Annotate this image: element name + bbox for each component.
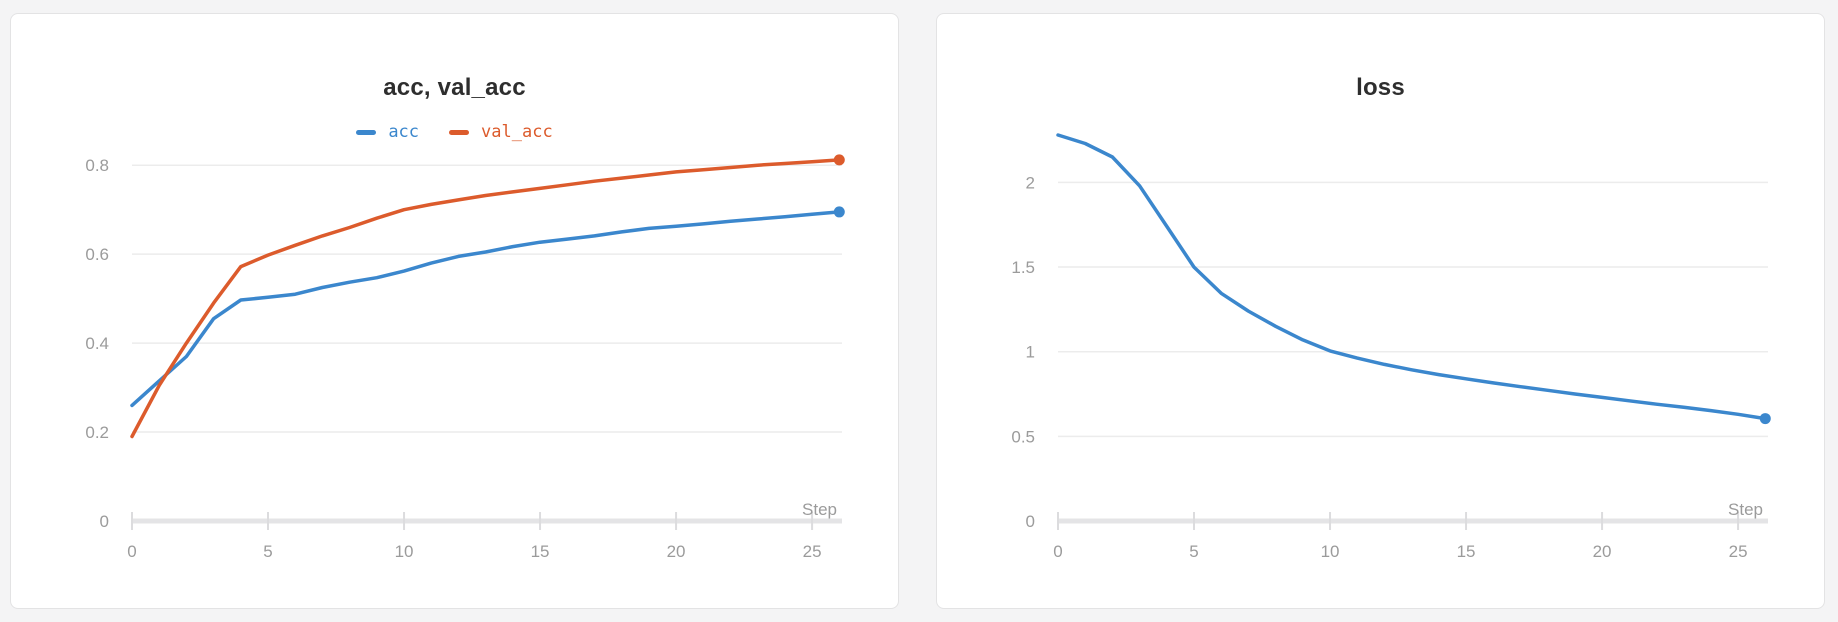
chart-title: loss [1356, 74, 1405, 101]
x-tick-label: 20 [1593, 542, 1612, 561]
chart-legend: acc val_acc [11, 120, 898, 144]
x-tick-label: 10 [1321, 542, 1340, 561]
legend-item-val_acc[interactable]: val_acc [449, 122, 553, 142]
y-tick-label: 2 [1026, 173, 1035, 192]
chart-title: acc, val_acc [383, 74, 526, 101]
x-tick-label: 25 [1729, 542, 1748, 561]
y-tick-label: 0.5 [1011, 427, 1035, 446]
x-tick-label: 15 [531, 542, 550, 561]
y-tick-label: 1.5 [1011, 258, 1035, 277]
y-tick-label: 0.2 [85, 423, 109, 442]
y-tick-label: 0 [100, 512, 109, 531]
legend-item-acc[interactable]: acc [356, 122, 419, 142]
y-tick-label: 1 [1026, 343, 1035, 362]
x-axis-title: Step [802, 500, 837, 519]
x-tick-label: 0 [127, 542, 136, 561]
series-line-val_acc[interactable] [130, 158, 842, 439]
y-tick-label: 0.4 [85, 334, 109, 353]
legend-label: val_acc [481, 122, 553, 142]
end-point-marker-val_acc[interactable] [833, 154, 845, 166]
x-tick-label: 5 [263, 542, 272, 561]
x-tick-label: 20 [667, 542, 686, 561]
legend-label: acc [388, 122, 420, 142]
acc-val-acc-chart-panel[interactable]: acc, val_acc acc val_acc 0 5 10 15 20 25 0 0.2 0.… [10, 13, 899, 609]
x-tick-label: 15 [1457, 542, 1476, 561]
line-chart: 0 5 10 15 20 25 0 0.2 0.4 0.6 0.8 Step [85, 154, 845, 561]
legend-swatch-val_acc [449, 129, 470, 135]
x-tick-label: 10 [395, 542, 414, 561]
x-axis-title: Step [1728, 500, 1763, 519]
y-tick-label: 0.6 [85, 245, 109, 264]
y-tick-label: 0.8 [85, 156, 109, 175]
legend-swatch-acc [356, 129, 377, 135]
x-tick-label: 25 [803, 542, 822, 561]
x-tick-label: 5 [1189, 542, 1198, 561]
series-line-loss[interactable] [1056, 133, 1768, 421]
y-tick-label: 0 [1026, 512, 1035, 531]
end-point-marker-acc[interactable] [833, 206, 845, 218]
series-line-acc[interactable] [130, 210, 842, 408]
line-chart: 0 5 10 15 20 25 0 0.5 1 1.5 2 Step [1011, 133, 1771, 561]
x-tick-label: 0 [1053, 542, 1062, 561]
end-point-marker-loss[interactable] [1759, 413, 1771, 425]
loss-chart-panel[interactable]: loss 0 5 10 15 20 25 0 0.5 1 1.5 2 Step [936, 13, 1825, 609]
